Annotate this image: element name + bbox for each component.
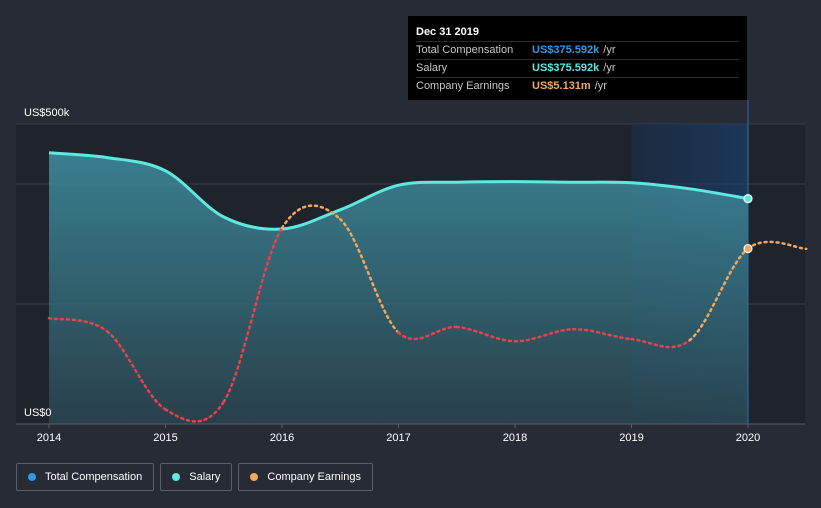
tooltip: Dec 31 2019 Total Compensation US$375.59…	[408, 16, 747, 100]
company-earnings-segment	[688, 247, 750, 342]
tooltip-row-company-earnings: Company Earnings US$5.131m /yr	[416, 77, 739, 95]
legend-dot-icon	[250, 473, 259, 481]
tooltip-label: Salary	[416, 62, 448, 74]
tooltip-date: Dec 31 2019	[416, 26, 479, 38]
legend-item-salary[interactable]: Salary	[160, 463, 233, 491]
x-tick-label: 2017	[386, 432, 410, 444]
x-tick-label: 2015	[153, 432, 177, 444]
tooltip-value: US$5.131m	[532, 80, 591, 92]
legend-label: Total Compensation	[45, 471, 143, 483]
company-earnings-segment	[455, 325, 517, 343]
x-tick-label: 2020	[736, 432, 760, 444]
salary-point	[743, 194, 753, 204]
salary-line	[48, 151, 749, 231]
company-earnings-segment	[513, 327, 575, 343]
tooltip-value: US$375.592k	[532, 62, 600, 74]
company-earnings-segment	[47, 316, 109, 333]
tooltip-unit: /yr	[594, 80, 607, 92]
company-earnings-point	[743, 243, 753, 254]
legend-dot-icon	[172, 473, 181, 481]
legend-dot-icon	[28, 473, 36, 481]
company-earnings-segment	[572, 327, 633, 341]
company-earnings-segment	[222, 226, 284, 404]
legend: Total Compensation Salary Company Earnin…	[16, 463, 373, 491]
tooltip-row-salary: Salary US$375.592k /yr	[416, 59, 739, 77]
tooltip-value: US$375.592k	[532, 44, 600, 56]
tooltip-label: Total Compensation	[416, 44, 514, 56]
company-earnings-segment	[630, 337, 691, 349]
x-tick-label: 2019	[619, 432, 643, 444]
tooltip-row-total-compensation: Total Compensation US$375.592k /yr	[416, 41, 739, 59]
x-tick-label: 2016	[270, 432, 294, 444]
company-earnings-segment	[746, 240, 808, 251]
company-earnings-segment	[164, 400, 225, 423]
compensation-chart: 2014 2015 2016 2017 2018 2019 2020 US$0 US$500k	[16, 100, 808, 444]
legend-item-company-earnings[interactable]: Company Earnings	[238, 463, 373, 491]
y-tick-label: US$500k	[24, 107, 70, 119]
tooltip-unit: /yr	[603, 44, 616, 56]
tooltip-label: Company Earnings	[416, 80, 510, 92]
legend-label: Salary	[189, 471, 221, 483]
company-earnings-segment	[397, 325, 458, 341]
legend-label: Company Earnings	[267, 471, 361, 483]
y-tick-label: US$0	[24, 407, 52, 419]
total-compensation-area	[49, 152, 748, 425]
x-tick-label: 2018	[503, 432, 527, 444]
legend-item-total-compensation[interactable]: Total Compensation	[16, 463, 155, 491]
tooltip-unit: /yr	[603, 62, 616, 74]
company-earnings-segment	[106, 330, 167, 411]
x-tick-label: 2014	[37, 432, 61, 444]
company-earnings-segment	[280, 204, 342, 230]
